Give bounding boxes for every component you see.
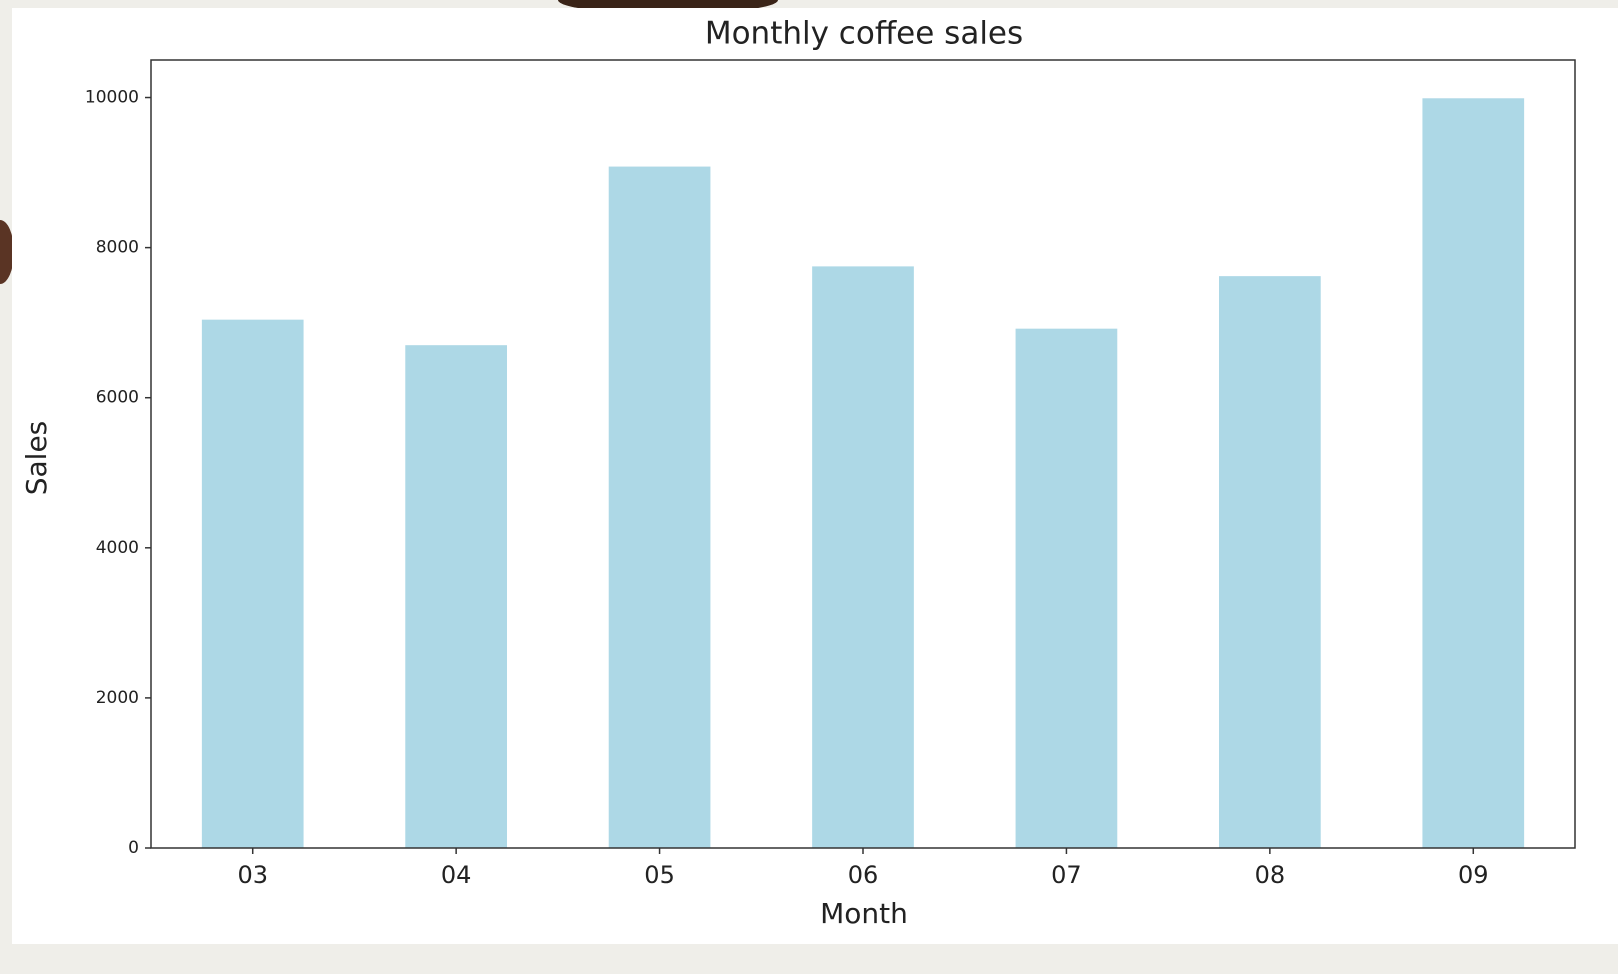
bar: [1219, 276, 1321, 848]
y-tick-label: 6000: [96, 388, 139, 408]
x-tick-label: 08: [1255, 861, 1286, 889]
x-tick-label: 04: [441, 861, 472, 889]
bar: [201, 319, 304, 848]
x-tick-label: 03: [237, 861, 268, 889]
bar: [608, 166, 711, 848]
y-axis-label: Sales: [20, 421, 53, 496]
y-tick-label: 0: [128, 838, 139, 858]
bar: [1422, 98, 1525, 848]
x-tick-label: 05: [644, 861, 675, 889]
y-tick-label: 8000: [96, 238, 139, 258]
x-tick-label: 07: [1051, 861, 1082, 889]
bar: [812, 266, 914, 848]
y-tick-label: 2000: [96, 688, 139, 708]
x-tick-label: 09: [1458, 861, 1489, 889]
x-tick-label: 06: [848, 861, 879, 889]
decoration: [0, 220, 14, 284]
bar: [1015, 328, 1118, 848]
y-tick-label: 4000: [96, 538, 139, 558]
plot-frame: [150, 59, 1576, 849]
y-tick-label: 10000: [85, 88, 139, 108]
bar: [405, 345, 507, 848]
x-axis-label: Month: [820, 897, 908, 930]
chart-title: Monthly coffee sales: [705, 16, 1023, 52]
